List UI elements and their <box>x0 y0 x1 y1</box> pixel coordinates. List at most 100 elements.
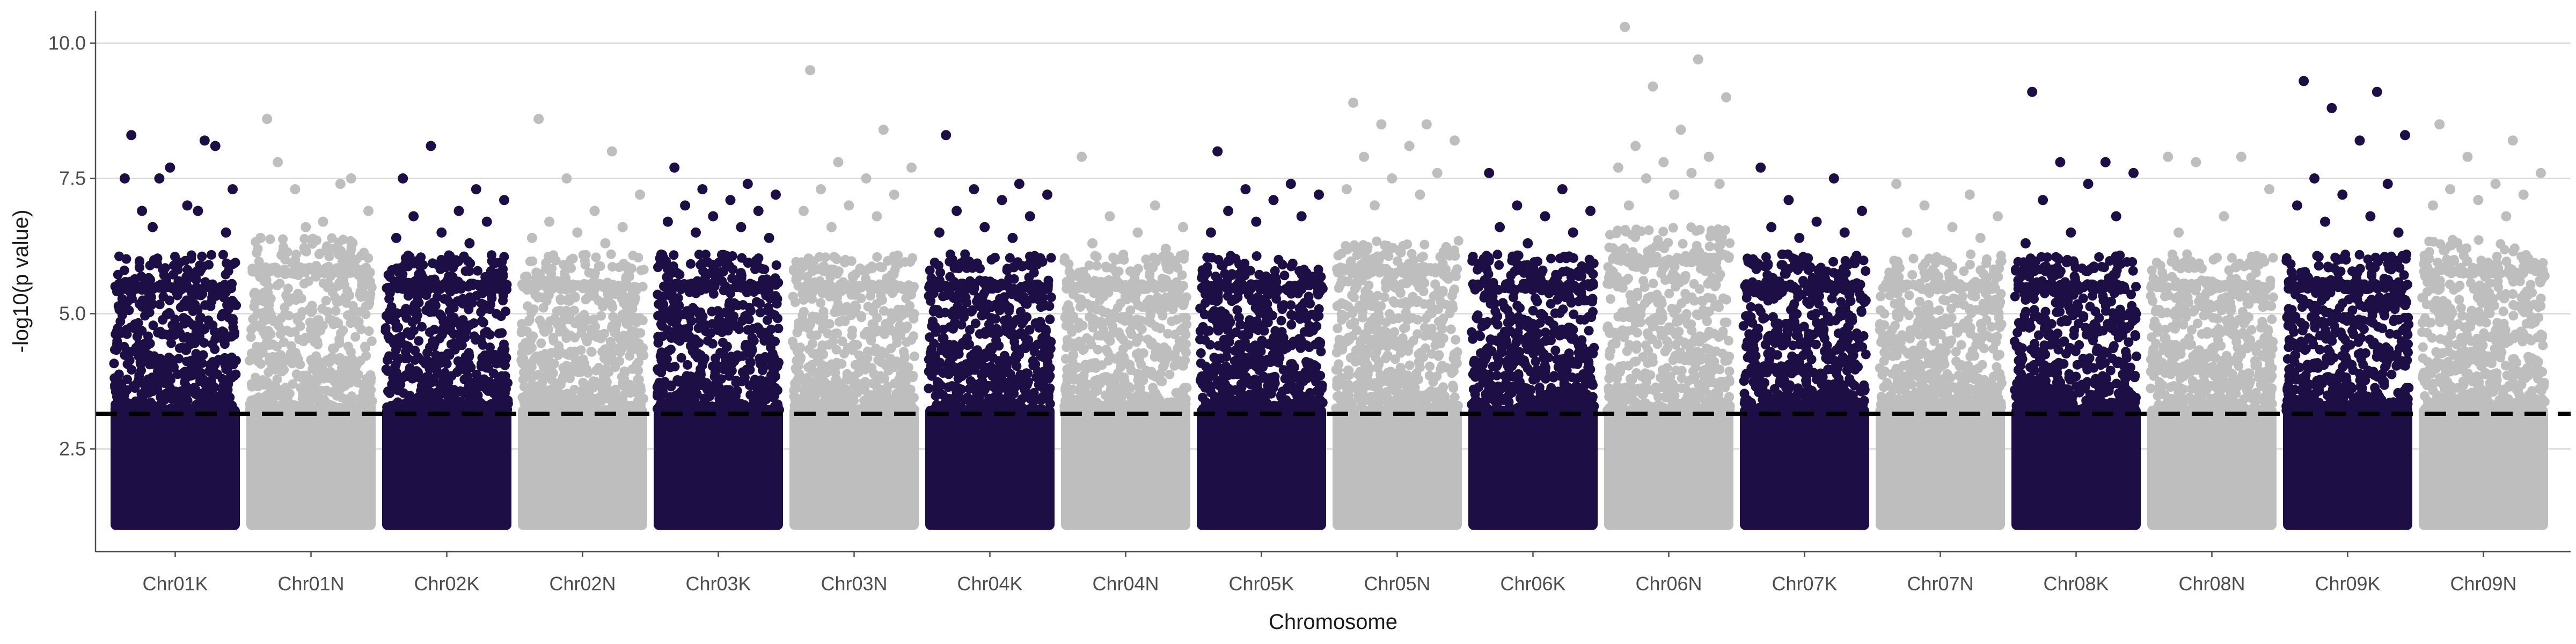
snp-point <box>298 401 308 412</box>
snp-point <box>872 252 882 262</box>
snp-point <box>361 351 371 361</box>
snp-point <box>857 312 867 323</box>
peak-point <box>119 173 130 184</box>
snp-point <box>116 328 126 338</box>
snp-point <box>412 399 422 409</box>
snp-point <box>166 404 176 414</box>
snp-point <box>1098 372 1108 383</box>
snp-point <box>1046 253 1056 263</box>
snp-point <box>429 306 439 317</box>
snp-point <box>314 392 324 402</box>
snp-point <box>455 363 465 373</box>
snp-point <box>402 353 413 363</box>
snp-point <box>218 327 229 337</box>
snp-point <box>886 279 896 289</box>
dense-points-block <box>789 405 919 530</box>
data-points <box>109 21 2550 530</box>
snp-point <box>950 399 961 409</box>
snp-point <box>174 354 184 364</box>
snp-point <box>876 374 887 384</box>
snp-point <box>173 323 184 333</box>
snp-point <box>581 333 591 343</box>
snp-point <box>674 375 684 385</box>
snp-point <box>885 400 895 410</box>
snp-point <box>387 379 397 390</box>
peak-point <box>941 130 952 141</box>
snp-point <box>899 362 909 372</box>
snp-point <box>1111 375 1121 384</box>
snp-point <box>966 306 976 317</box>
snp-point <box>223 379 233 389</box>
snp-point <box>1177 270 1187 280</box>
snp-point <box>325 367 335 377</box>
peak-point <box>997 195 1007 206</box>
peak-point <box>526 232 537 243</box>
chromosome-Chr04N <box>1059 151 1192 530</box>
snp-point <box>634 313 645 323</box>
snp-point <box>744 314 754 325</box>
snp-point <box>769 373 779 383</box>
snp-point <box>173 369 182 379</box>
snp-point <box>620 367 630 377</box>
peak-point <box>318 216 328 227</box>
snp-point <box>255 264 265 274</box>
snp-point <box>1060 312 1070 323</box>
snp-point <box>705 328 715 339</box>
snp-point <box>829 360 839 370</box>
peak-point <box>1077 151 1087 162</box>
snp-point <box>596 396 606 406</box>
snp-point <box>453 257 463 267</box>
snp-point <box>762 281 772 291</box>
snp-point <box>258 308 268 318</box>
snp-point <box>195 312 206 323</box>
snp-point <box>924 383 934 393</box>
snp-point <box>123 347 133 357</box>
peak-point <box>662 216 673 227</box>
peak-point <box>544 216 555 227</box>
snp-point <box>346 398 356 408</box>
snp-point <box>334 334 345 345</box>
snp-point <box>802 382 812 392</box>
snp-point <box>850 300 860 310</box>
snp-point <box>765 294 775 304</box>
snp-point <box>517 319 526 329</box>
snp-point <box>389 339 399 349</box>
snp-point <box>246 324 257 334</box>
snp-point <box>564 314 574 325</box>
snp-point <box>1133 375 1143 385</box>
dense-points-block <box>111 405 240 530</box>
snp-point <box>1086 340 1096 350</box>
snp-point <box>135 357 145 368</box>
snp-point <box>1037 257 1048 267</box>
snp-point <box>817 282 827 292</box>
snp-point <box>149 351 159 361</box>
snp-point <box>209 282 219 292</box>
snp-point <box>889 251 899 261</box>
snp-point <box>679 282 689 292</box>
snp-point <box>272 341 282 352</box>
snp-point <box>633 253 643 262</box>
snp-point <box>1025 394 1035 404</box>
snp-point <box>814 354 824 364</box>
snp-point <box>725 312 735 322</box>
snp-point <box>442 358 452 369</box>
snp-point <box>350 363 361 373</box>
snp-point <box>118 386 128 396</box>
snp-point <box>516 355 526 365</box>
snp-point <box>253 356 263 367</box>
snp-point <box>627 284 637 295</box>
dense-points-block <box>1197 405 1326 530</box>
snp-point <box>696 308 706 317</box>
snp-point <box>526 335 536 346</box>
snp-point <box>685 405 695 415</box>
snp-point <box>1165 258 1175 268</box>
snp-point <box>269 316 280 326</box>
snp-point <box>633 396 643 406</box>
snp-point <box>820 387 830 398</box>
snp-point <box>327 233 337 243</box>
snp-point <box>279 337 289 347</box>
snp-point <box>340 355 350 365</box>
snp-point <box>134 262 144 273</box>
snp-point <box>933 378 943 388</box>
snp-point <box>277 367 287 377</box>
